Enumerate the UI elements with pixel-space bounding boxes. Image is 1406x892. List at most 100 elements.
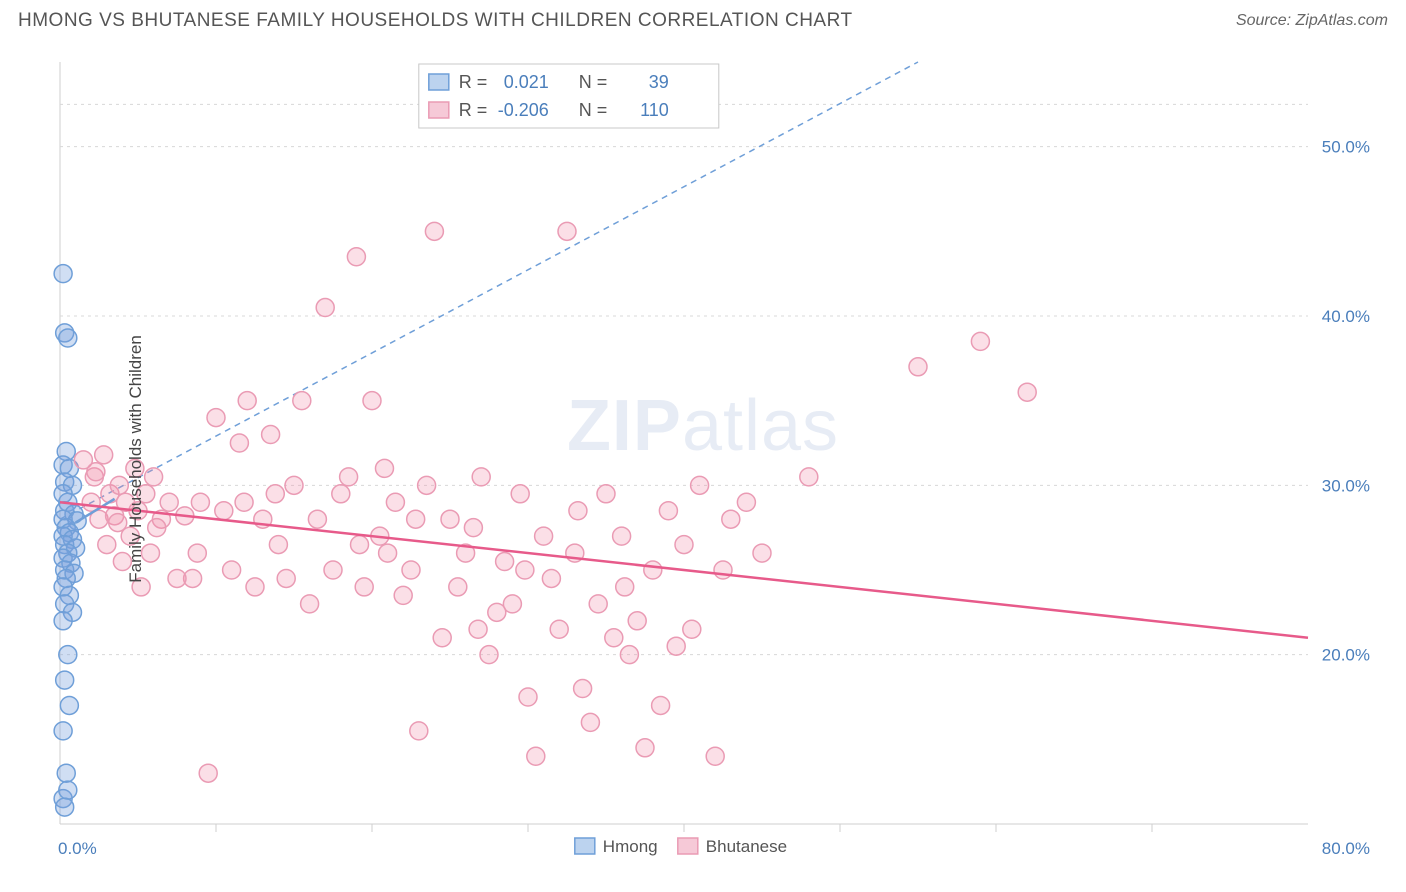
data-point bbox=[542, 569, 560, 587]
data-point bbox=[636, 739, 654, 757]
chart-title: HMONG VS BHUTANESE FAMILY HOUSEHOLDS WIT… bbox=[18, 10, 853, 32]
data-point bbox=[659, 502, 677, 520]
data-point bbox=[355, 578, 373, 596]
data-point bbox=[652, 696, 670, 714]
data-point bbox=[472, 468, 490, 486]
data-point bbox=[605, 629, 623, 647]
x-tick-label: 80.0% bbox=[1322, 839, 1370, 858]
data-point bbox=[516, 561, 534, 579]
legend-text: R = bbox=[459, 72, 488, 92]
data-point bbox=[199, 764, 217, 782]
data-point bbox=[168, 569, 186, 587]
data-point bbox=[714, 561, 732, 579]
data-point bbox=[379, 544, 397, 562]
data-point bbox=[351, 536, 369, 554]
data-point bbox=[527, 747, 545, 765]
data-point bbox=[238, 392, 256, 410]
data-point bbox=[54, 265, 72, 283]
data-point bbox=[535, 527, 553, 545]
data-point bbox=[145, 468, 163, 486]
data-point bbox=[59, 781, 77, 799]
data-point bbox=[464, 519, 482, 537]
data-point bbox=[410, 722, 428, 740]
data-point bbox=[706, 747, 724, 765]
data-point bbox=[277, 569, 295, 587]
data-point bbox=[581, 713, 599, 731]
data-point bbox=[722, 510, 740, 528]
data-point bbox=[511, 485, 529, 503]
data-point bbox=[109, 514, 127, 532]
data-point bbox=[503, 595, 521, 613]
legend-text: 110 bbox=[640, 100, 669, 120]
legend-swatch bbox=[678, 838, 698, 854]
data-point bbox=[394, 586, 412, 604]
data-point bbox=[496, 553, 514, 571]
data-point bbox=[616, 578, 634, 596]
data-point bbox=[59, 329, 77, 347]
data-point bbox=[375, 459, 393, 477]
chart-area: Family Households with Children ZIPatlas… bbox=[18, 44, 1388, 874]
data-point bbox=[215, 502, 233, 520]
data-point bbox=[57, 764, 75, 782]
data-point bbox=[613, 527, 631, 545]
data-point bbox=[246, 578, 264, 596]
data-point bbox=[737, 493, 755, 511]
data-point bbox=[60, 696, 78, 714]
data-point bbox=[558, 222, 576, 240]
y-tick-label: 30.0% bbox=[1322, 476, 1370, 495]
data-point bbox=[402, 561, 420, 579]
data-point bbox=[160, 493, 178, 511]
data-point bbox=[386, 493, 404, 511]
legend-text: R = bbox=[459, 100, 488, 120]
data-point bbox=[98, 536, 116, 554]
data-point bbox=[148, 519, 166, 537]
data-point bbox=[620, 646, 638, 664]
data-point bbox=[262, 426, 280, 444]
data-point bbox=[269, 536, 287, 554]
data-point bbox=[569, 502, 587, 520]
legend-text: -0.206 bbox=[498, 100, 549, 120]
data-point bbox=[56, 798, 74, 816]
legend-text: N = bbox=[579, 100, 608, 120]
data-point bbox=[675, 536, 693, 554]
data-point bbox=[54, 722, 72, 740]
legend-series-name: Bhutanese bbox=[706, 837, 787, 856]
y-tick-label: 40.0% bbox=[1322, 307, 1370, 326]
data-point bbox=[597, 485, 615, 503]
legend-swatch bbox=[429, 102, 449, 118]
data-point bbox=[800, 468, 818, 486]
data-point bbox=[628, 612, 646, 630]
legend-text: 39 bbox=[649, 72, 669, 92]
trend-line bbox=[60, 502, 1308, 637]
data-point bbox=[589, 595, 607, 613]
data-point bbox=[418, 476, 436, 494]
data-point bbox=[230, 434, 248, 452]
data-point bbox=[54, 612, 72, 630]
data-point bbox=[324, 561, 342, 579]
legend-swatch bbox=[575, 838, 595, 854]
data-point bbox=[223, 561, 241, 579]
data-point bbox=[667, 637, 685, 655]
data-point bbox=[574, 680, 592, 698]
source-credit: Source: ZipAtlas.com bbox=[1236, 12, 1388, 30]
data-point bbox=[301, 595, 319, 613]
data-point bbox=[469, 620, 487, 638]
data-point bbox=[347, 248, 365, 266]
data-point bbox=[425, 222, 443, 240]
data-point bbox=[207, 409, 225, 427]
data-point bbox=[316, 299, 334, 317]
y-tick-label: 20.0% bbox=[1322, 646, 1370, 665]
data-point bbox=[519, 688, 537, 706]
data-point bbox=[691, 476, 709, 494]
legend-series-name: Hmong bbox=[603, 837, 658, 856]
data-point bbox=[449, 578, 467, 596]
data-point bbox=[644, 561, 662, 579]
data-point bbox=[363, 392, 381, 410]
data-point bbox=[59, 646, 77, 664]
y-axis-label: Family Households with Children bbox=[126, 335, 146, 583]
data-point bbox=[188, 544, 206, 562]
data-point bbox=[1018, 383, 1036, 401]
data-point bbox=[340, 468, 358, 486]
data-point bbox=[266, 485, 284, 503]
data-point bbox=[683, 620, 701, 638]
